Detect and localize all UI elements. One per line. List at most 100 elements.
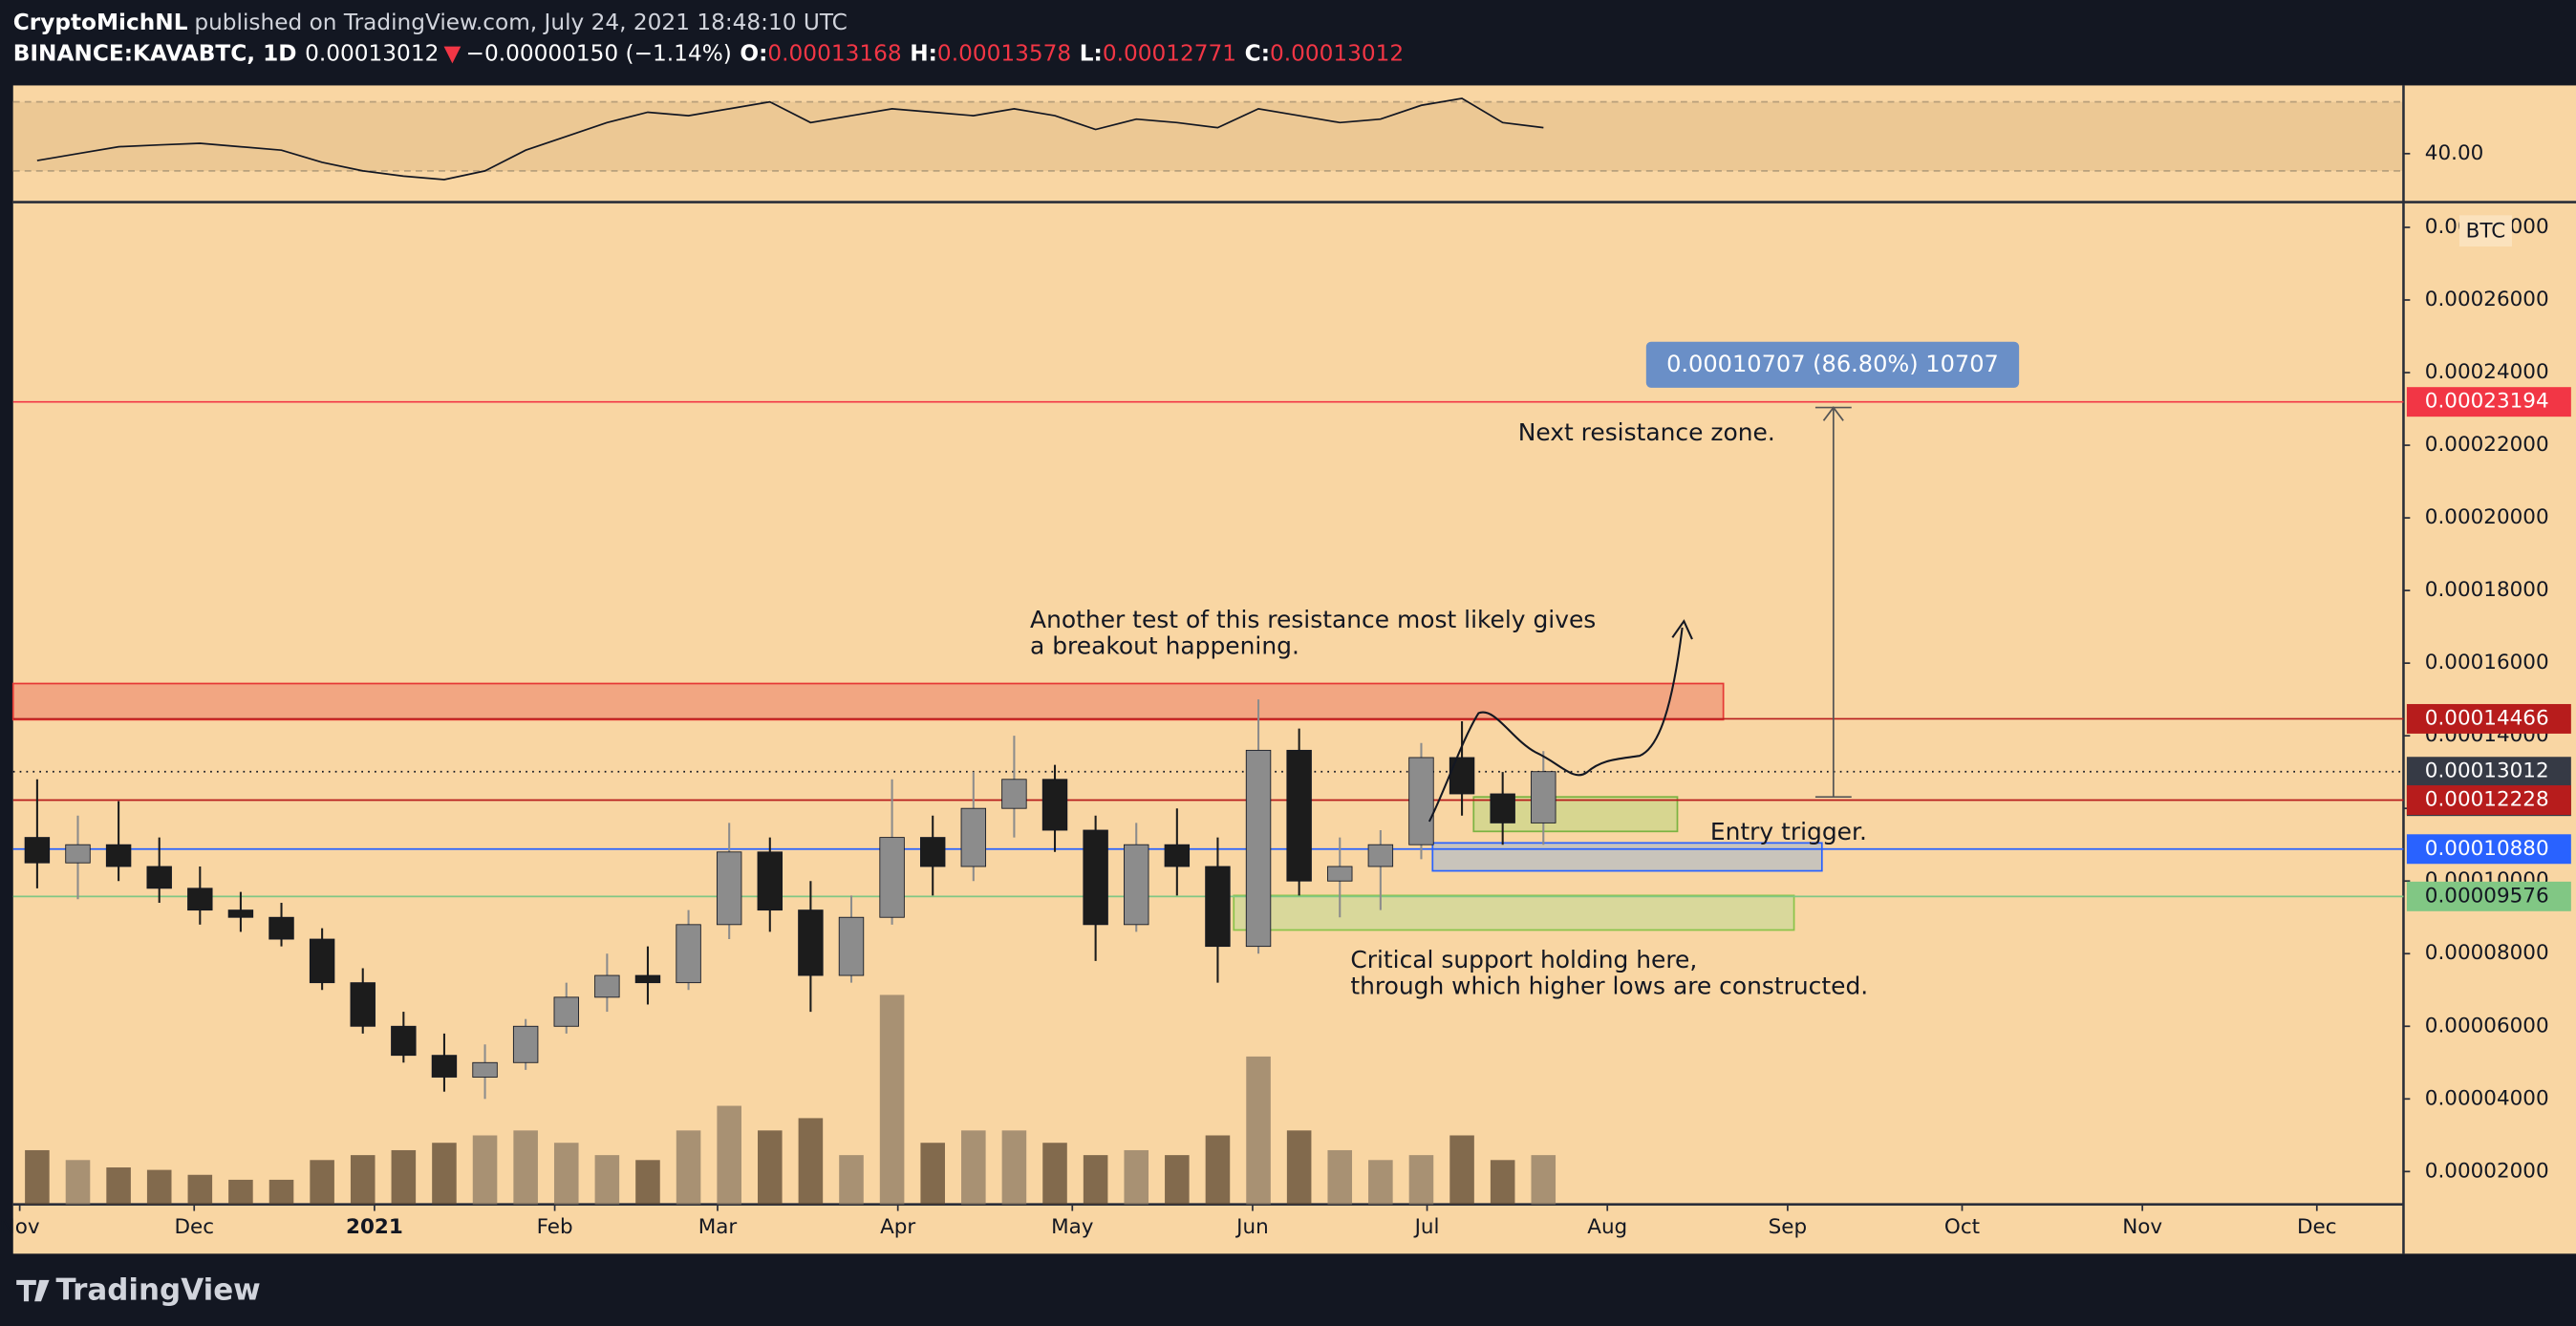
volume-bar [391, 1149, 417, 1205]
candle-body [350, 982, 376, 1027]
volume-bar [1165, 1155, 1190, 1205]
x-tick-label: 2021 [346, 1215, 403, 1239]
candle-body [472, 1061, 498, 1078]
volume-bar [268, 1179, 294, 1205]
candle-body [512, 1025, 539, 1063]
price-label: 0.00023194 [2425, 390, 2549, 414]
volume-bar [676, 1130, 701, 1205]
x-tick-label: Dec [174, 1215, 214, 1239]
volume-bar [798, 1118, 824, 1205]
candle-body [1164, 844, 1191, 867]
volume-bar [1368, 1160, 1393, 1205]
x-tick-label: Mar [698, 1215, 738, 1239]
volume-bar [432, 1143, 457, 1205]
candle-body [716, 851, 742, 926]
annotation: Another test of this resistance most lik… [1030, 606, 1596, 633]
header-line: CryptoMichNL published on TradingView.com… [13, 10, 848, 35]
price-label: 0.00010880 [2425, 837, 2549, 861]
candle-body [879, 837, 905, 918]
y-tick-label: 0.00026000 [2425, 288, 2549, 311]
x-tick-label: Feb [537, 1215, 573, 1239]
ohlc-value: 0.00013578 [937, 40, 1071, 66]
price-label-box [2406, 387, 2571, 417]
price-label-box [2406, 785, 2571, 816]
candle-body [1449, 757, 1475, 795]
volume-bar [472, 1135, 498, 1205]
volume-bar [1449, 1135, 1474, 1205]
volume-bar [1205, 1135, 1231, 1205]
volume-bar [1531, 1155, 1556, 1205]
annotation: through which higher lows are constructe… [1350, 973, 1868, 1000]
chart-panel [12, 85, 2576, 1254]
candle-body [1001, 779, 1027, 809]
volume-bar [350, 1155, 376, 1205]
candle-body [798, 909, 824, 976]
candle-body [838, 916, 865, 976]
volume-bar [1124, 1149, 1149, 1205]
candle-body [553, 996, 579, 1027]
y-tick-label: 0.00020000 [2425, 505, 2549, 529]
y-tick-label: 0.00006000 [2425, 1014, 2549, 1037]
volume-bar [310, 1160, 334, 1205]
price-label: 0.00014466 [2425, 706, 2549, 730]
volume-bar [717, 1105, 741, 1205]
candle-body [1327, 866, 1353, 882]
volume-bar [25, 1149, 50, 1205]
measure-arrowhead [1822, 406, 1844, 421]
published: published on TradingView.com, July 24, 2… [194, 10, 848, 35]
x-tick-label: Sep [1769, 1215, 1807, 1239]
volume-bar [594, 1155, 620, 1205]
y-tick-label: 0.00016000 [2425, 651, 2549, 674]
volume-bar [146, 1169, 172, 1205]
x-tick-label: Jul [1413, 1215, 1440, 1239]
candle-body [105, 844, 132, 867]
unit-box [2458, 215, 2512, 246]
volume-bar [920, 1143, 945, 1205]
candle-body [1490, 793, 1515, 823]
candle-body [268, 916, 294, 940]
ohlc-value: 0.00013168 [767, 40, 901, 66]
candle-body [1124, 844, 1149, 926]
y-tick-label: 0.00018000 [2425, 578, 2549, 602]
x-tick-label: Aug [1587, 1215, 1627, 1239]
candle-body [676, 924, 701, 984]
volume-layer [25, 994, 1556, 1205]
logo-icon [16, 1279, 50, 1302]
candle-body [227, 909, 254, 918]
annotation: Entry trigger. [1710, 818, 1867, 845]
candle-body [634, 974, 661, 984]
price-label: 0.00012228 [2425, 788, 2549, 812]
x-tick-label: Nov [2122, 1215, 2162, 1239]
candle-body [1286, 749, 1312, 882]
candle-body [24, 837, 51, 864]
volume-bar [65, 1160, 91, 1205]
volume-bar [553, 1143, 579, 1205]
ohlc-key: L: [1080, 40, 1103, 66]
volume-bar [1327, 1149, 1353, 1205]
x-tick-label: May [1051, 1215, 1094, 1239]
ohlc-value: 0.00012771 [1103, 40, 1236, 66]
candle-body [391, 1025, 417, 1057]
volume-bar [1001, 1130, 1027, 1205]
x-tick-label: Jun [1234, 1215, 1269, 1239]
rsi-band [12, 101, 2404, 171]
last-price: 0.00013012 [305, 40, 439, 66]
volume-bar [758, 1130, 783, 1205]
volume-bar [513, 1130, 538, 1205]
ohlc-key: C: [1245, 40, 1270, 66]
ohlc-key: H: [910, 40, 937, 66]
ohlc-key: O: [740, 40, 767, 66]
volume-bar [1490, 1160, 1515, 1205]
unit-label: BTC [2466, 220, 2506, 244]
volume-bar [187, 1174, 213, 1205]
author: CryptoMichNL [13, 10, 188, 35]
projection-arrowhead [1671, 619, 1693, 640]
price-label-box [2406, 703, 2571, 734]
volume-bar [839, 1155, 864, 1205]
y-tick-label: 0.00002000 [2425, 1159, 2549, 1183]
candle-body [1205, 866, 1231, 948]
volume-bar [1286, 1130, 1312, 1205]
volume-bar [1246, 1056, 1271, 1205]
